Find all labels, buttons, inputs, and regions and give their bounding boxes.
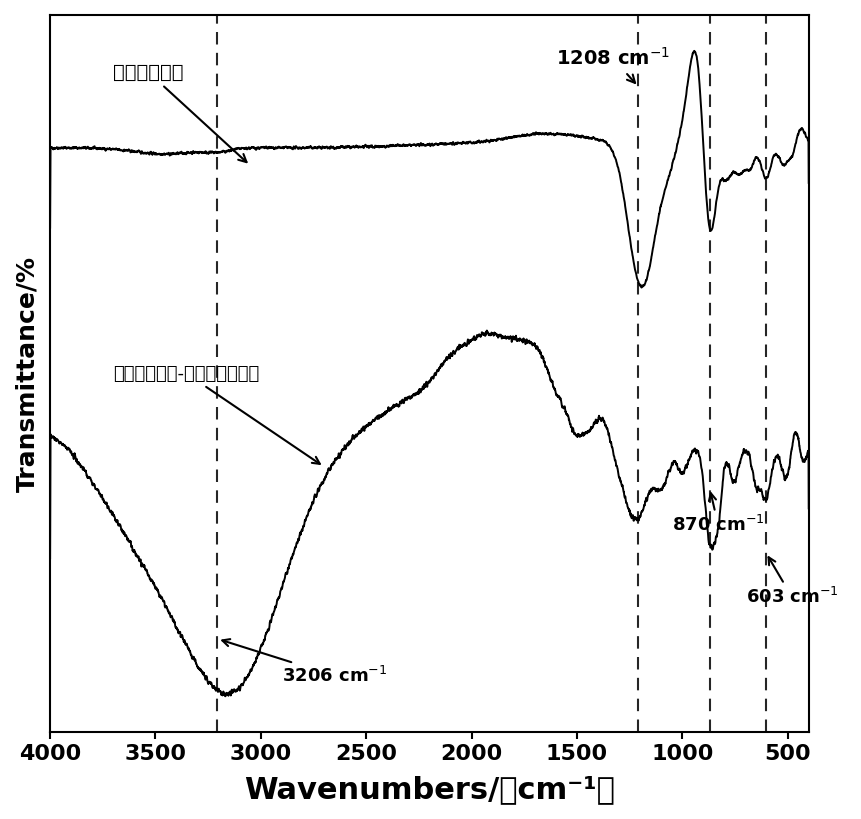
Text: 六氯环三磷腓-对苯二胺缩聚物: 六氯环三磷腓-对苯二胺缩聚物 (114, 364, 319, 464)
Text: 603 cm$^{-1}$: 603 cm$^{-1}$ (746, 557, 839, 607)
X-axis label: Wavenumbers/（cm⁻¹）: Wavenumbers/（cm⁻¹） (244, 775, 615, 804)
Y-axis label: Transmittance/%: Transmittance/% (15, 256, 39, 491)
Text: 3206 cm$^{-1}$: 3206 cm$^{-1}$ (222, 639, 387, 686)
Text: 六氯环三磷腓: 六氯环三磷腓 (114, 63, 246, 162)
Text: 1208 cm$^{-1}$: 1208 cm$^{-1}$ (556, 48, 670, 83)
Text: 870 cm$^{-1}$: 870 cm$^{-1}$ (672, 493, 765, 536)
